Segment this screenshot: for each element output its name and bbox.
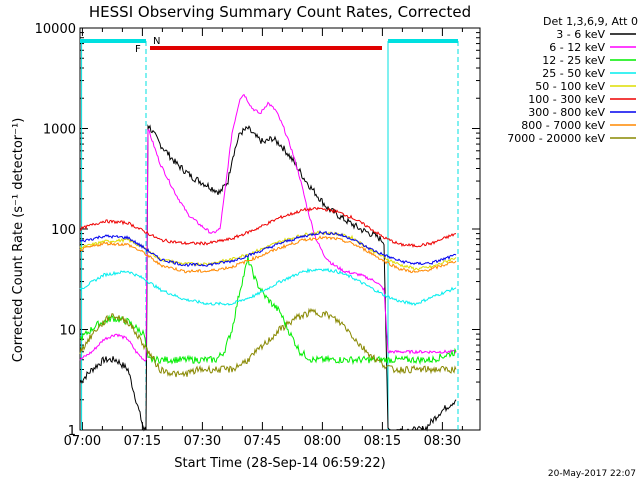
y-tick-label: 1	[68, 424, 76, 439]
series-line	[79, 206, 457, 248]
y-axis-label: Corrected Count Rate (s⁻¹ detector⁻¹)	[11, 118, 26, 363]
x-axis-label: Start Time (28-Sep-14 06:59:22)	[174, 456, 385, 471]
flag-bars: N F	[80, 36, 459, 430]
x-tick-label: 07:45	[244, 434, 281, 449]
legend-entry-label: 100 - 300 keV	[528, 93, 605, 106]
legend-entry-label: 7000 - 20000 keV	[507, 132, 605, 145]
series-line	[79, 267, 457, 306]
series-line	[79, 230, 457, 268]
series-line	[79, 93, 457, 362]
y-tick-label: 10000	[35, 22, 76, 37]
x-tick-label: 08:00	[304, 434, 341, 449]
legend-entry-label: 6 - 12 keV	[549, 41, 605, 54]
footer-timestamp: 20-May-2017 22:07	[548, 469, 636, 479]
tick-labels: 1 10 100 1000 10000 07:00 07:15 07:30 07:45 08:00…	[35, 22, 461, 449]
x-tick-label: 07:00	[64, 434, 101, 449]
series-lines	[79, 93, 457, 432]
series-line	[79, 124, 457, 432]
legend-entry-label: 12 - 25 keV	[542, 54, 605, 67]
night-flag-label: N	[153, 36, 160, 47]
series-line	[79, 235, 457, 274]
x-tick-label: 07:15	[124, 434, 161, 449]
series-line	[79, 255, 457, 366]
flare-flag-label: F	[135, 44, 141, 55]
legend-entry-label: 800 - 7000 keV	[521, 119, 605, 132]
series-line	[79, 307, 457, 378]
chart-title: HESSI Observing Summary Count Rates, Cor…	[89, 3, 471, 21]
series-line	[79, 230, 457, 271]
legend-entry-label: 300 - 800 keV	[528, 106, 605, 119]
tick-marks	[80, 28, 480, 431]
legend-entry-label: 25 - 50 keV	[542, 67, 605, 80]
legend-entry-label: 3 - 6 keV	[556, 28, 605, 41]
legend-title: Det 1,3,6,9, Att 0	[543, 15, 638, 28]
y-tick-label: 100	[51, 223, 76, 238]
y-tick-label: 1000	[43, 123, 76, 138]
x-tick-label: 08:15	[364, 434, 401, 449]
x-tick-label: 08:30	[424, 434, 461, 449]
y-tick-label: 10	[59, 324, 76, 339]
legend-entry-label: 50 - 100 keV	[535, 80, 605, 93]
x-tick-label: 07:30	[184, 434, 221, 449]
